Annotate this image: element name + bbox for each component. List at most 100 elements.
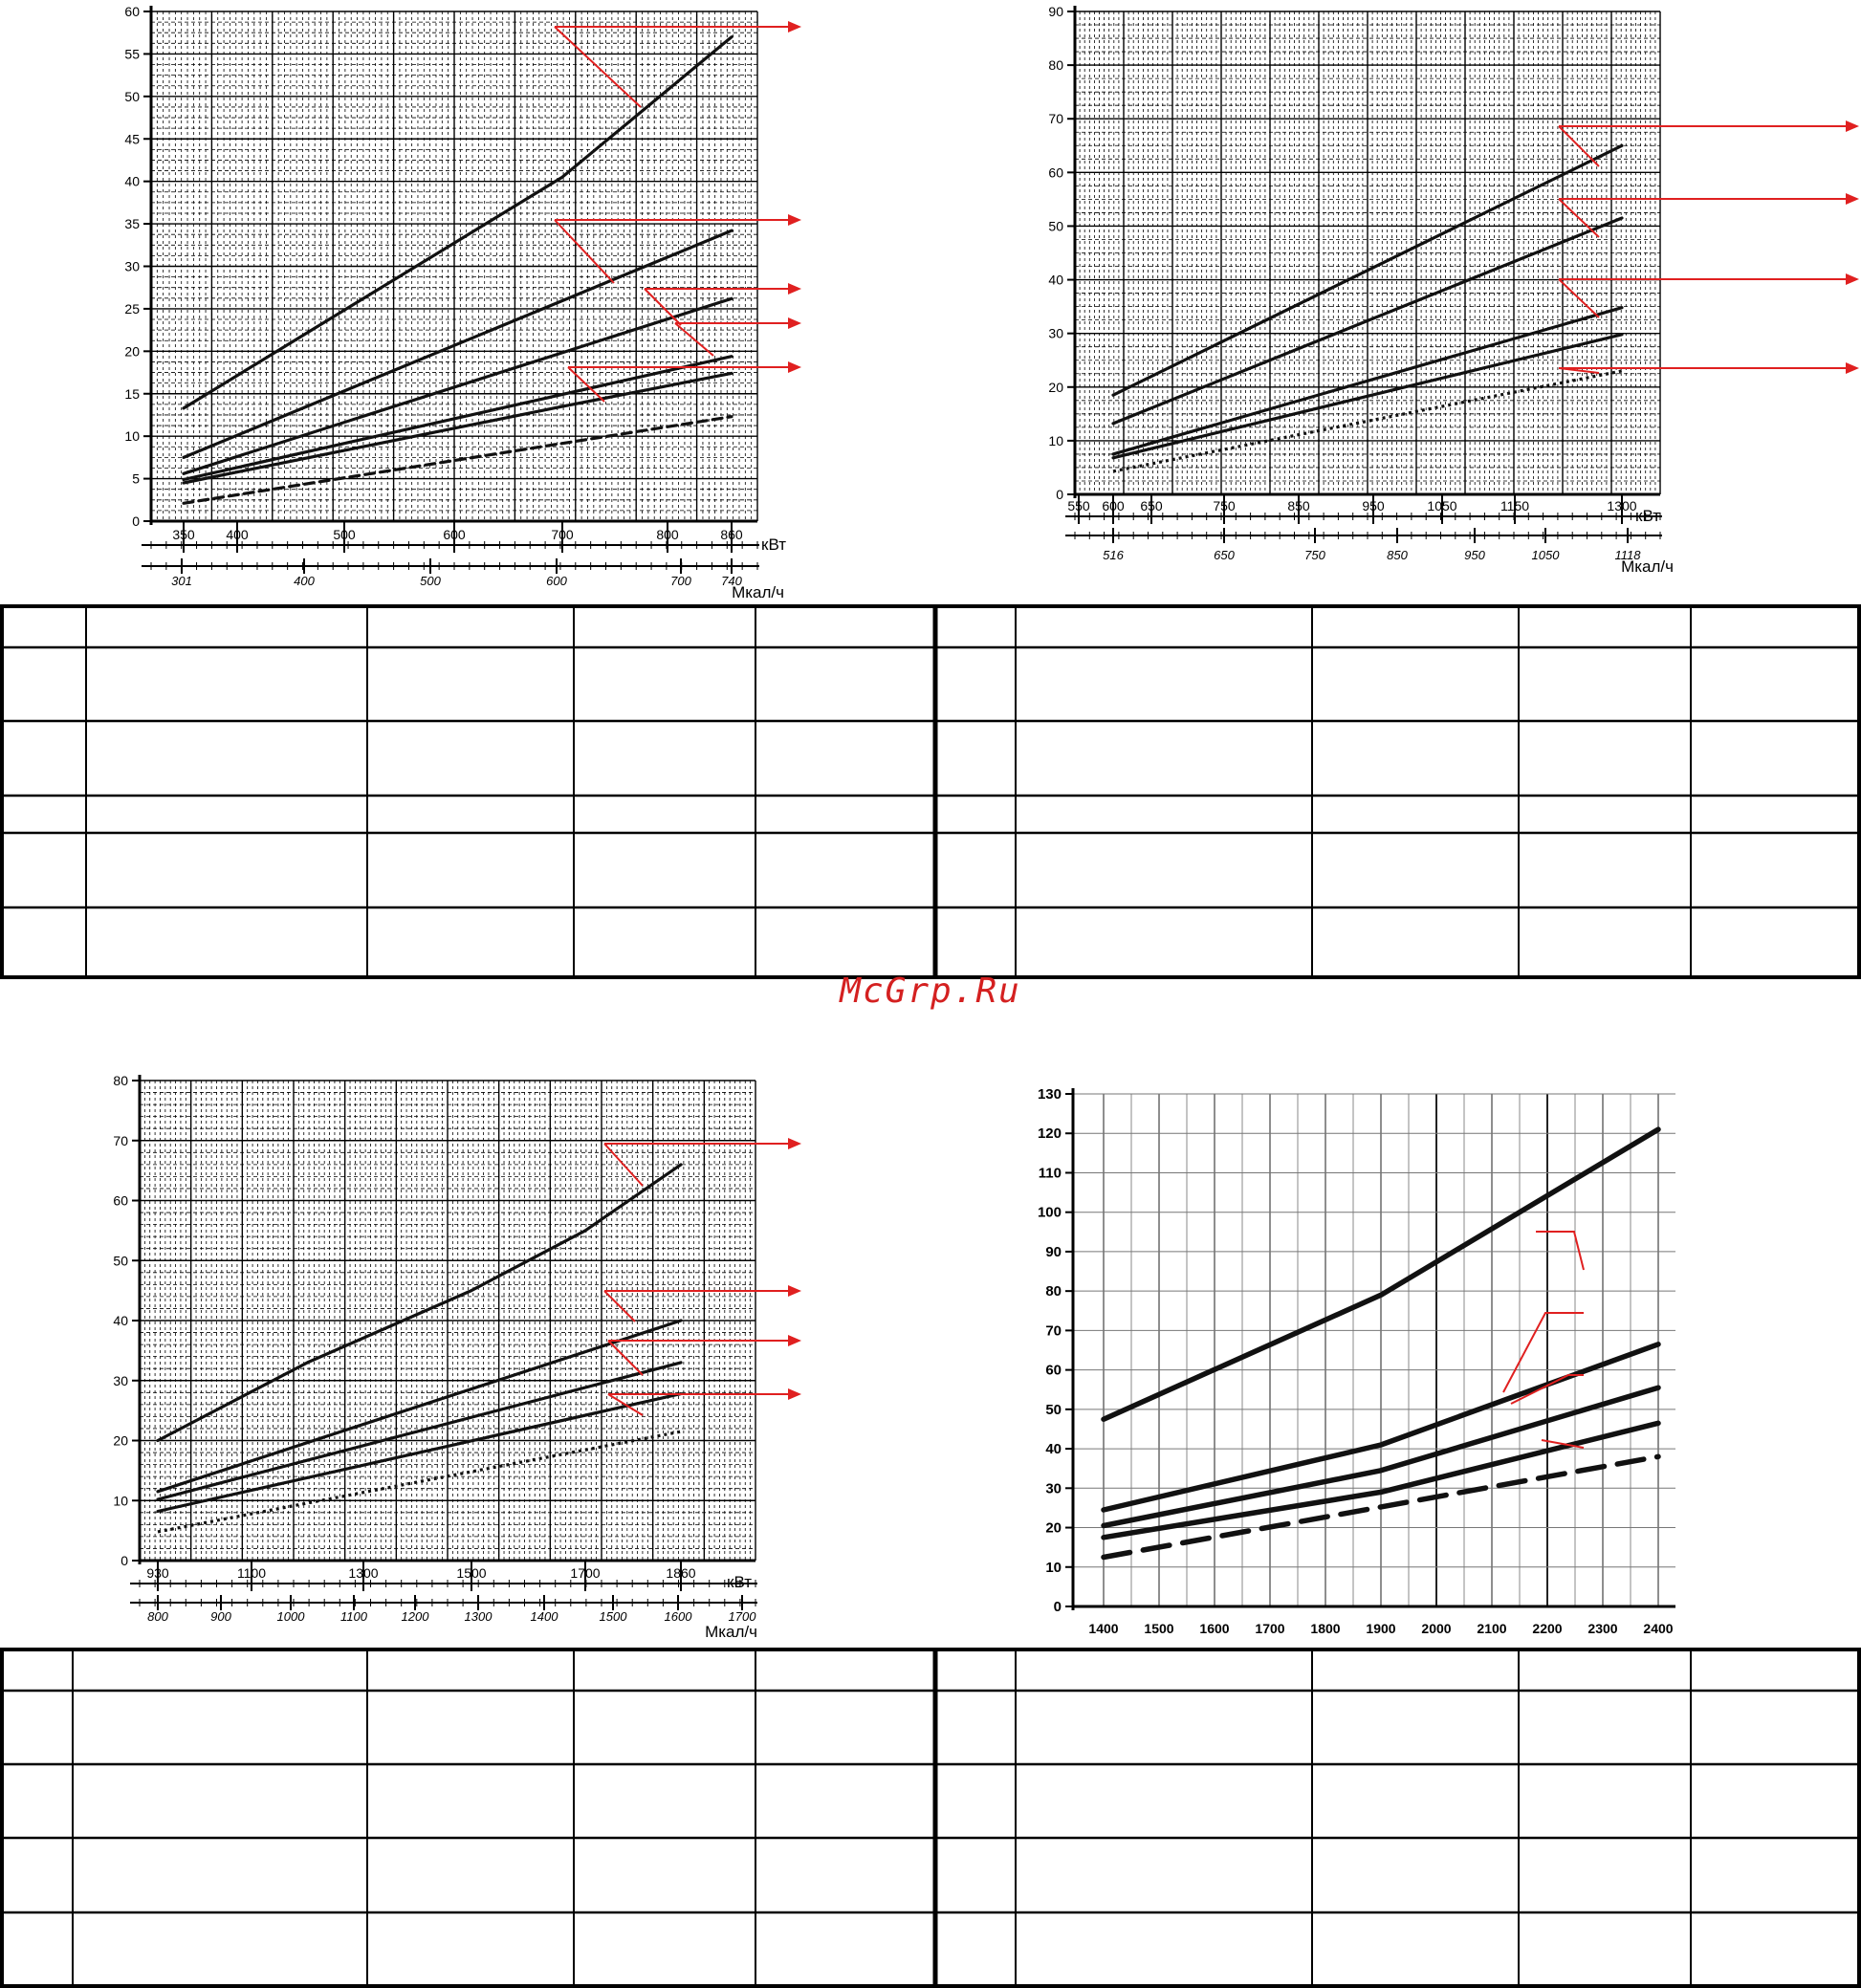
x2-tick-label: 900 [210, 1609, 231, 1624]
x2-tick-label: 1000 [277, 1609, 306, 1624]
series-line-5 [1101, 1453, 1661, 1561]
x-tick-label: 2000 [1421, 1621, 1451, 1636]
y-tick-label: 55 [124, 46, 140, 61]
chart-2-series [1111, 143, 1624, 473]
x2-tick-label: 1600 [665, 1609, 693, 1624]
y-tick-label: 10 [1045, 1560, 1062, 1576]
x-tick-label: 650 [1140, 498, 1163, 513]
x2-tick-label: 1300 [465, 1609, 493, 1624]
chart-1: 0 5 10 15 20 25 30 35 40 45 50 55 60 350 400 500 600 700… [124, 4, 801, 601]
pointer-line-1 [1536, 1231, 1585, 1271]
pointer-line-2 [1502, 1312, 1584, 1393]
pointer-leader-2 [1558, 198, 1600, 238]
y-tick-label: 20 [124, 343, 140, 359]
series-line-1 [156, 1163, 683, 1443]
x2-tick-label: 301 [171, 574, 192, 588]
x2-tick-label: 700 [670, 574, 691, 588]
y-tick-label: 0 [1056, 487, 1063, 502]
y-tick-label: 25 [124, 301, 140, 317]
chart-2-pointers [1558, 120, 1859, 374]
pointer-arrow-3 [788, 1335, 801, 1346]
x2-tick-label: 1100 [340, 1609, 368, 1624]
y-tick-label: 100 [1038, 1205, 1062, 1221]
pointer-line-3 [1510, 1374, 1584, 1405]
chart-1-grid [150, 11, 758, 522]
series-line-2 [1101, 1342, 1661, 1513]
x-tick-label: 2400 [1643, 1621, 1673, 1636]
y-tick-label: 50 [124, 89, 140, 104]
y-tick-label: 90 [1045, 1244, 1062, 1260]
series-line-1 [1111, 143, 1624, 397]
pointer-leader-1 [554, 26, 642, 108]
pointer-line-4 [1541, 1439, 1585, 1449]
x-tick-label: 950 [1362, 498, 1385, 513]
chart-3-x2-unit: Мкал/ч [705, 1623, 757, 1641]
chart-2-y-ticks: 0 10 20 30 40 50 60 70 80 90 [1048, 4, 1075, 502]
y-tick-label: 40 [113, 1313, 128, 1328]
x-tick-label: 1700 [570, 1565, 600, 1581]
y-tick-label: 80 [1045, 1283, 1062, 1300]
x-tick-label: 400 [226, 527, 249, 542]
spec-table-bottom [0, 1648, 1861, 1988]
pointer-arrow-2 [788, 214, 801, 226]
chart-1-series [182, 35, 733, 505]
y-tick-label: 10 [113, 1493, 128, 1508]
x2-tick-label: 1118 [1615, 548, 1642, 562]
series-line-4 [1101, 1420, 1661, 1540]
x-tick-label: 800 [656, 527, 679, 542]
y-tick-label: 130 [1038, 1086, 1062, 1103]
pointer-arrow-4 [788, 1388, 801, 1400]
chart-3-y-ticks: 0 10 20 30 40 50 60 70 80 [113, 1073, 140, 1568]
pointer-arrow-1 [788, 21, 801, 33]
y-tick-label: 50 [113, 1253, 128, 1268]
pointer-leader-5 [567, 366, 605, 403]
spec-table-top-grid [4, 608, 1857, 975]
pointer-leader-3 [644, 288, 682, 326]
chart-1-y-ticks: 0 5 10 15 20 25 30 35 40 45 50 55 60 [124, 4, 151, 529]
y-tick-label: 30 [1045, 1480, 1062, 1496]
chart-3-axes [130, 1075, 757, 1604]
x-tick-label: 2300 [1587, 1621, 1617, 1636]
x-tick-label: 860 [720, 527, 743, 542]
pointer-leader-2 [603, 1290, 636, 1322]
pointer-arrow-1 [1846, 120, 1859, 132]
chart-3-x-unit: кВт [727, 1573, 752, 1591]
x2-tick-label: 1500 [600, 1609, 628, 1624]
x2-tick-label: 650 [1214, 548, 1235, 562]
y-tick-label: 60 [1048, 164, 1063, 180]
chart-2-grid [1074, 11, 1661, 495]
series-line-1 [182, 35, 733, 410]
chart-4: 0 10 20 30 40 50 60 70 80 90 100 110 120 130 1400 1500… [1038, 1086, 1675, 1636]
x-tick-label: 1500 [1144, 1621, 1173, 1636]
y-tick-label: 20 [1048, 380, 1063, 395]
y-tick-label: 30 [1048, 326, 1063, 341]
chart-4-axes [1071, 1088, 1675, 1610]
x-tick-label: 1300 [1607, 498, 1636, 513]
y-tick-label: 110 [1039, 1165, 1062, 1181]
x2-tick-label: 750 [1304, 548, 1325, 562]
x2-tick-label: 400 [294, 574, 315, 588]
y-tick-label: 0 [120, 1553, 128, 1568]
pointer-leader-1 [1558, 125, 1600, 167]
y-tick-label: 20 [113, 1433, 128, 1449]
chart-1-x2-ticks: 301 400 500 600 700 740 [150, 558, 758, 588]
pointer-arrow-4 [1846, 362, 1859, 374]
chart-1-x2-unit: Мкал/ч [732, 583, 784, 601]
watermark: McGrp.Ru [0, 972, 1861, 1011]
x2-tick-label: 516 [1103, 548, 1124, 562]
x-tick-label: 700 [551, 527, 574, 542]
x-tick-label: 1400 [1088, 1621, 1118, 1636]
chart-3-x2-ticks: 800 900 1000 1100 1200 1300 1400 1500 1600 1700 [139, 1595, 756, 1624]
x-tick-label: 2200 [1532, 1621, 1562, 1636]
watermark-text: McGrp.Ru [840, 972, 1021, 1011]
y-tick-label: 70 [1045, 1322, 1062, 1339]
x2-tick-label: 950 [1464, 548, 1485, 562]
series-line-2 [156, 1319, 683, 1494]
spec-table-top [0, 604, 1861, 979]
x2-tick-label: 1400 [531, 1609, 559, 1624]
chart-2-x2-unit: Мкал/ч [1621, 557, 1674, 576]
chart-3-grid [139, 1080, 756, 1562]
y-tick-label: 90 [1048, 4, 1063, 19]
x-tick-label: 750 [1213, 498, 1236, 513]
series-line-4 [182, 355, 733, 482]
